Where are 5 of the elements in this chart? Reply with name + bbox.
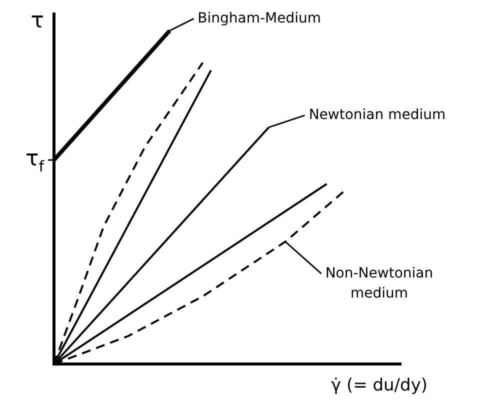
- annotation: Non-Newtonian medium: [325, 265, 434, 302]
- text: Bingham-Medium: [198, 10, 322, 26]
- annotation: Newtonian medium: [308, 106, 446, 123]
- x-axis-title: γ̇ (= du/dy): [331, 375, 428, 396]
- y-axis-title: τ: [30, 8, 44, 34]
